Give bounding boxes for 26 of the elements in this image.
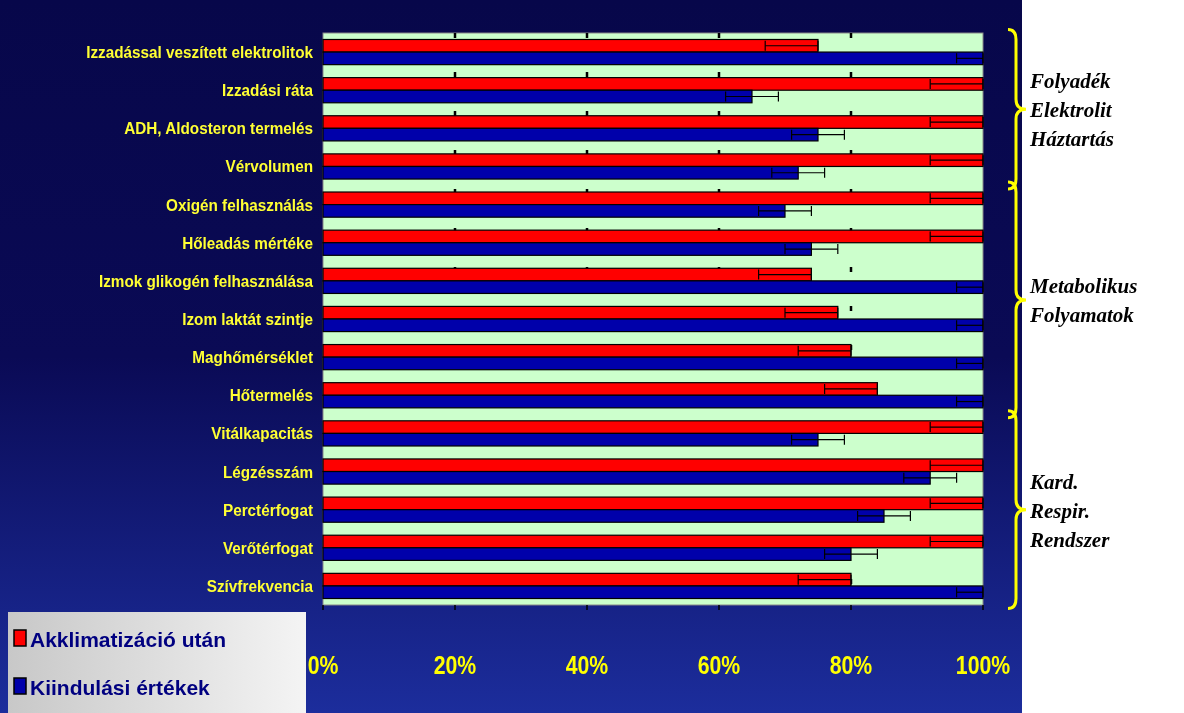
legend-label: Kiindulási értékek [30,676,211,699]
y-tick-label: Verőtérfogat [222,538,314,557]
y-tick-label: Légzésszám [222,461,313,481]
text: Kard. Respir. Rendszer [1029,469,1111,552]
x-tick-label: 100% [955,651,1011,680]
x-tick-label: 80% [829,651,873,680]
y-tick-label: Izmok glikogén felhasználása [98,271,314,291]
x-tick-label: 20% [433,651,477,680]
y-tick-label: Szívfrekvencia [206,576,314,596]
x-tick-label: 40% [565,651,609,680]
y-tick-label: Hőleadás mértéke [182,232,313,252]
y-tick-label: Izzadással veszített elektrolitok [86,42,314,62]
x-tick-label: 0% [307,651,339,680]
y-tick-label: Izom laktát szintje [182,309,314,329]
y-tick-label: Vitálkapacitás [211,423,314,443]
y-tick-label: Perctérfogat [222,499,314,519]
legend-label: Akklimatizáció után [30,628,227,651]
text: Folyadék Elektrolit Háztartás [1029,69,1115,152]
y-tick-label: Vérvolumen [225,156,313,176]
text: Metabolikus Folyamatok [1029,274,1138,328]
y-tick-label: Maghőmérséklet [192,347,314,367]
y-tick-label: Izzadási ráta [222,80,314,100]
y-tick-label: Oxigén felhasználás [166,194,314,214]
y-tick-label: Hőtermelés [229,385,314,405]
y-tick-label: ADH, Aldosteron termelés [124,118,314,138]
x-tick-label: 60% [697,651,741,680]
